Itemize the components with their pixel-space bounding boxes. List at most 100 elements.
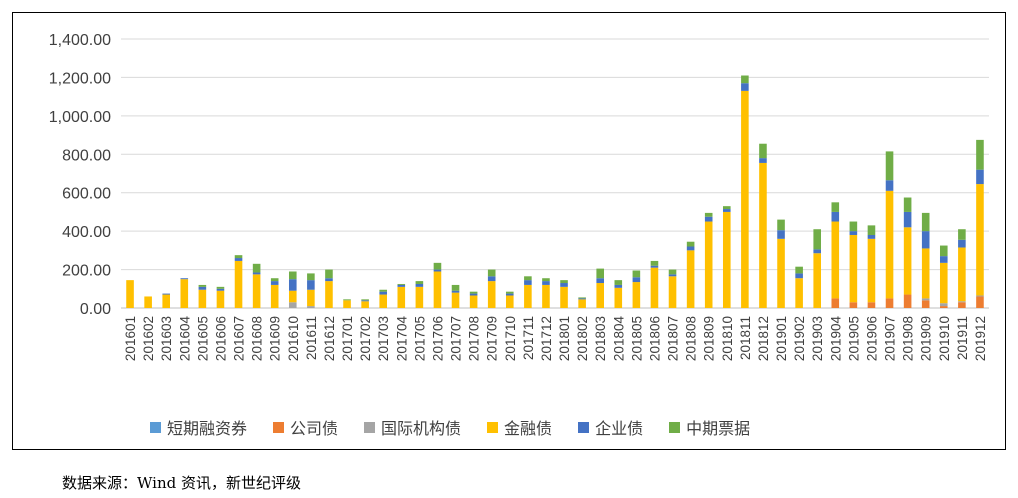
x-tick-label: 201808 [684, 316, 699, 361]
x-tick-label: 201602 [141, 316, 156, 361]
bar-segment [921, 300, 930, 308]
bar-segment [777, 230, 785, 239]
bar-segment [867, 234, 876, 239]
bar-segment [722, 211, 731, 308]
bar-segment [433, 262, 442, 270]
bar-segment [325, 278, 333, 282]
bar-segment [903, 211, 912, 228]
bar-segment [180, 278, 189, 280]
bar-segment [288, 271, 297, 280]
x-tick-label: 201706 [430, 316, 445, 361]
bar-segment [469, 295, 478, 308]
bar-segment [614, 280, 623, 285]
bar-segment [741, 90, 749, 308]
legend-item: 国际机构债 [364, 415, 461, 439]
bar-segment [578, 297, 586, 299]
y-axis-ticks: 0.00 200.00 400.00 600.00 800.00 1,000.00 1,20… [49, 32, 111, 318]
x-tick-label: 201703 [376, 316, 391, 361]
bar-segment [632, 282, 641, 308]
gridlines [121, 38, 989, 309]
bar-segment [487, 269, 496, 277]
bar-segment [759, 162, 767, 308]
legend: 短期融资券 公司债 国际机构债 金融债 企业债 中期票据 [150, 415, 776, 439]
bar-segment [560, 280, 568, 284]
bar-segment [270, 284, 279, 308]
bar-segment [180, 279, 189, 308]
x-tick-label: 201812 [756, 316, 771, 361]
bar-segment [686, 246, 695, 251]
bar-segment [831, 298, 840, 308]
bar-segment [939, 262, 948, 304]
bar-segment [686, 250, 695, 308]
bars [126, 75, 984, 309]
legend-label: 企业债 [595, 419, 644, 438]
x-tick-label: 201704 [394, 316, 409, 362]
y-tick-label: 0.00 [80, 301, 111, 318]
legend-label: 金融债 [504, 419, 553, 438]
x-tick-label: 201910 [937, 316, 952, 361]
bar-segment [361, 300, 369, 302]
bar-segment [524, 280, 532, 285]
bar-segment [234, 258, 243, 261]
bar-segment [831, 211, 840, 222]
bar-segment [686, 241, 695, 247]
bar-segment [198, 284, 207, 287]
bar-segment [325, 281, 333, 308]
bar-segment [795, 266, 803, 274]
bar-segment [668, 276, 677, 308]
legend-swatch [669, 421, 681, 433]
bar-segment [596, 283, 604, 308]
bar-segment [325, 269, 333, 279]
y-tick-label: 1,000.00 [49, 109, 111, 126]
bar-segment [921, 212, 930, 232]
legend-swatch [364, 421, 376, 433]
bar-segment [958, 247, 966, 302]
bar-segment [379, 294, 387, 308]
x-tick-label: 201712 [539, 316, 554, 361]
bar-segment [560, 286, 568, 308]
bar-segment [958, 302, 966, 308]
bar-segment [252, 272, 261, 275]
bar-segment [361, 299, 369, 301]
bar-segment [759, 143, 767, 159]
bar-segment [650, 267, 659, 308]
bar-segment [234, 260, 243, 308]
bar-segment [578, 298, 586, 300]
bar-segment [505, 291, 514, 294]
bar-segment [885, 151, 894, 181]
bar-segment [976, 169, 984, 185]
bar-segment [795, 278, 803, 308]
bar-segment [849, 231, 858, 235]
bar-segment [596, 268, 604, 279]
x-tick-label: 201604 [177, 316, 192, 362]
y-tick-label: 200.00 [62, 263, 111, 280]
bar-segment [722, 209, 731, 212]
x-tick-label: 201811 [738, 316, 753, 360]
legend-swatch [273, 421, 285, 433]
bar-segment [867, 238, 876, 303]
bar-segment [397, 283, 406, 285]
x-tick-label: 201806 [647, 316, 662, 361]
legend-label: 国际机构债 [381, 419, 462, 438]
bar-segment [777, 238, 785, 308]
bar-segment [270, 281, 279, 285]
bar-segment [867, 302, 876, 308]
x-tick-label: 201603 [159, 316, 174, 361]
bar-segment [958, 301, 966, 303]
bar-segment [976, 139, 984, 170]
bar-segment [849, 302, 858, 308]
bar-segment [831, 221, 840, 299]
bar-segment [379, 291, 387, 295]
x-tick-label: 201807 [666, 316, 681, 361]
bar-segment [252, 263, 261, 273]
bar-segment [469, 291, 478, 294]
bar-segment [849, 221, 858, 232]
legend-label: 中期票据 [686, 419, 751, 438]
bar-segment [397, 286, 406, 308]
y-tick-label: 600.00 [62, 186, 111, 203]
bar-segment [198, 286, 207, 290]
bar-segment [921, 298, 930, 301]
bar-segment [831, 202, 840, 212]
legend-item: 中期票据 [669, 415, 750, 439]
x-tick-label: 201612 [322, 316, 337, 361]
